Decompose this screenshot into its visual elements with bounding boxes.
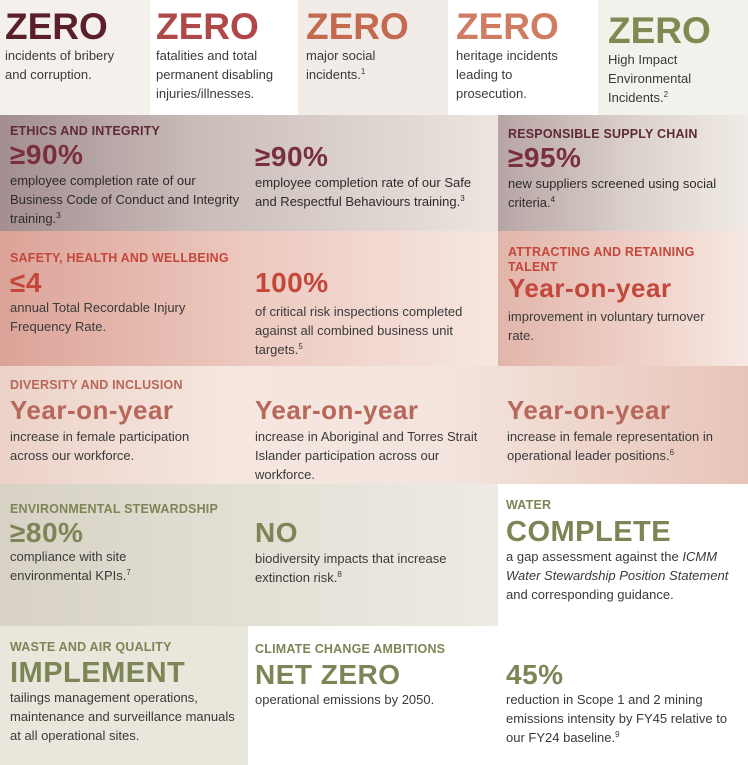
envstew-a-note: 7 bbox=[126, 568, 131, 577]
env-text: High Impact Environmental Incidents. bbox=[608, 52, 692, 105]
water-text-italic: ICMM Water Stewardship Position Statemen… bbox=[506, 549, 729, 583]
envstew-b-text: biodiversity impacts that increase extin… bbox=[255, 551, 447, 585]
target-environmental: ZERO High Impact Environmental Incidents… bbox=[598, 0, 748, 115]
ethics-a-text: employee completion rate of our Business… bbox=[10, 173, 240, 226]
social-note: 1 bbox=[360, 67, 366, 76]
bribery-zero: ZERO bbox=[5, 6, 108, 47]
ethics-b-note: 3 bbox=[460, 194, 465, 203]
envstew-a-text: compliance with site environmental KPIs. bbox=[10, 549, 127, 583]
climate-b-text: reduction in Scope 1 and 2 mining emissi… bbox=[506, 692, 728, 745]
waste-section: WASTE AND AIR QUALITY IMPLEMENT tailings… bbox=[0, 626, 248, 765]
talent-heading-1: ATTRACTING AND RETAINING bbox=[508, 245, 695, 259]
diversity-b-value: Year-on-year bbox=[255, 395, 419, 425]
diversity-a-value: Year-on-year bbox=[10, 395, 174, 425]
safety-a-value: ≤4 bbox=[10, 267, 42, 298]
diversity-b-text: increase in Aboriginal and Torres Strait… bbox=[255, 429, 478, 482]
envstew-heading: ENVIRONMENTAL STEWARDSHIP bbox=[10, 502, 219, 516]
social-text: major social incidents. bbox=[306, 48, 376, 82]
ethics-a-note: 3 bbox=[56, 211, 61, 220]
water-section: WATER COMPLETE a gap assessment against … bbox=[498, 484, 748, 626]
ethics-a-value: ≥90% bbox=[10, 139, 84, 170]
talent-heading-2: TALENT bbox=[508, 260, 558, 274]
climate-heading: CLIMATE CHANGE AMBITIONS bbox=[255, 642, 446, 656]
climate-a-text: operational emissions by 2050. bbox=[255, 692, 435, 707]
heritage-text: heritage incidents leading to prosecutio… bbox=[456, 48, 558, 101]
envstew-a-value: ≥80% bbox=[10, 517, 84, 548]
supply-note: 4 bbox=[550, 195, 556, 204]
climate-a-value: NET ZERO bbox=[255, 659, 401, 690]
target-fatalities: ZERO fatalities and total permanent disa… bbox=[150, 0, 298, 115]
diversity-section: DIVERSITY AND INCLUSION Year-on-year inc… bbox=[0, 366, 748, 484]
envstew-b-value: NO bbox=[255, 517, 298, 548]
heritage-zero: ZERO bbox=[456, 6, 559, 47]
fatal-zero: ZERO bbox=[156, 6, 259, 47]
water-heading: WATER bbox=[506, 498, 552, 512]
fatal-text: fatalities and total permanent disabling… bbox=[156, 48, 274, 101]
supply-value: ≥95% bbox=[508, 142, 582, 173]
diversity-c-text: increase in female representation in ope… bbox=[507, 429, 713, 463]
talent-text: improvement in voluntary turnover rate. bbox=[508, 309, 705, 343]
env-note: 2 bbox=[663, 90, 669, 99]
safety-a-text: annual Total Recordable Injury Frequency… bbox=[10, 300, 186, 334]
water-text-pre: a gap assessment against the bbox=[506, 549, 679, 564]
waste-text: tailings management operations, maintena… bbox=[10, 690, 235, 743]
climate-section: CLIMATE CHANGE AMBITIONS NET ZERO operat… bbox=[248, 626, 748, 765]
target-bribery: ZERO incidents of bribery and corruption… bbox=[0, 0, 150, 115]
water-text-post: and corresponding guidance. bbox=[506, 587, 674, 602]
safety-heading: SAFETY, HEALTH AND WELLBEING bbox=[10, 251, 229, 265]
climate-b-note: 9 bbox=[615, 730, 620, 739]
diversity-a-text: increase in female participation across … bbox=[10, 429, 190, 463]
supply-heading: RESPONSIBLE SUPPLY CHAIN bbox=[508, 127, 698, 141]
supply-text: new suppliers screened using social crit… bbox=[508, 176, 717, 210]
bribery-text: incidents of bribery and corruption. bbox=[5, 48, 115, 82]
climate-b-value: 45% bbox=[506, 659, 564, 690]
ethics-b-text: employee completion rate of our Safe and… bbox=[255, 175, 472, 209]
waste-value: IMPLEMENT bbox=[10, 657, 186, 689]
target-social: ZERO major social incidents.1 bbox=[298, 0, 448, 115]
water-value: COMPLETE bbox=[506, 516, 672, 548]
social-zero: ZERO bbox=[306, 6, 409, 47]
envstew-b-note: 8 bbox=[337, 570, 342, 579]
diversity-c-note: 6 bbox=[669, 448, 675, 457]
env-zero: ZERO bbox=[608, 10, 711, 51]
safety-b-text: of critical risk inspections completed a… bbox=[255, 304, 463, 357]
ethics-b-value: ≥90% bbox=[255, 141, 329, 172]
ethics-heading: ETHICS AND INTEGRITY bbox=[10, 124, 161, 138]
target-heritage: ZERO heritage incidents leading to prose… bbox=[448, 0, 598, 115]
envstew-section: ENVIRONMENTAL STEWARDSHIP ≥80% complianc… bbox=[0, 484, 498, 626]
safety-b-note: 5 bbox=[298, 342, 303, 351]
talent-section: ATTRACTING AND RETAINING TALENT Year-on-… bbox=[498, 231, 748, 366]
waste-heading: WASTE AND AIR QUALITY bbox=[10, 640, 172, 654]
supply-section: RESPONSIBLE SUPPLY CHAIN ≥95% new suppli… bbox=[498, 115, 748, 231]
talent-value: Year-on-year bbox=[508, 273, 672, 303]
ethics-section: ETHICS AND INTEGRITY ≥90% employee compl… bbox=[0, 115, 498, 231]
safety-b-value: 100% bbox=[255, 267, 329, 298]
diversity-heading: DIVERSITY AND INCLUSION bbox=[10, 378, 183, 392]
safety-section: SAFETY, HEALTH AND WELLBEING ≤4 annual T… bbox=[0, 231, 498, 366]
diversity-c-value: Year-on-year bbox=[507, 395, 671, 425]
